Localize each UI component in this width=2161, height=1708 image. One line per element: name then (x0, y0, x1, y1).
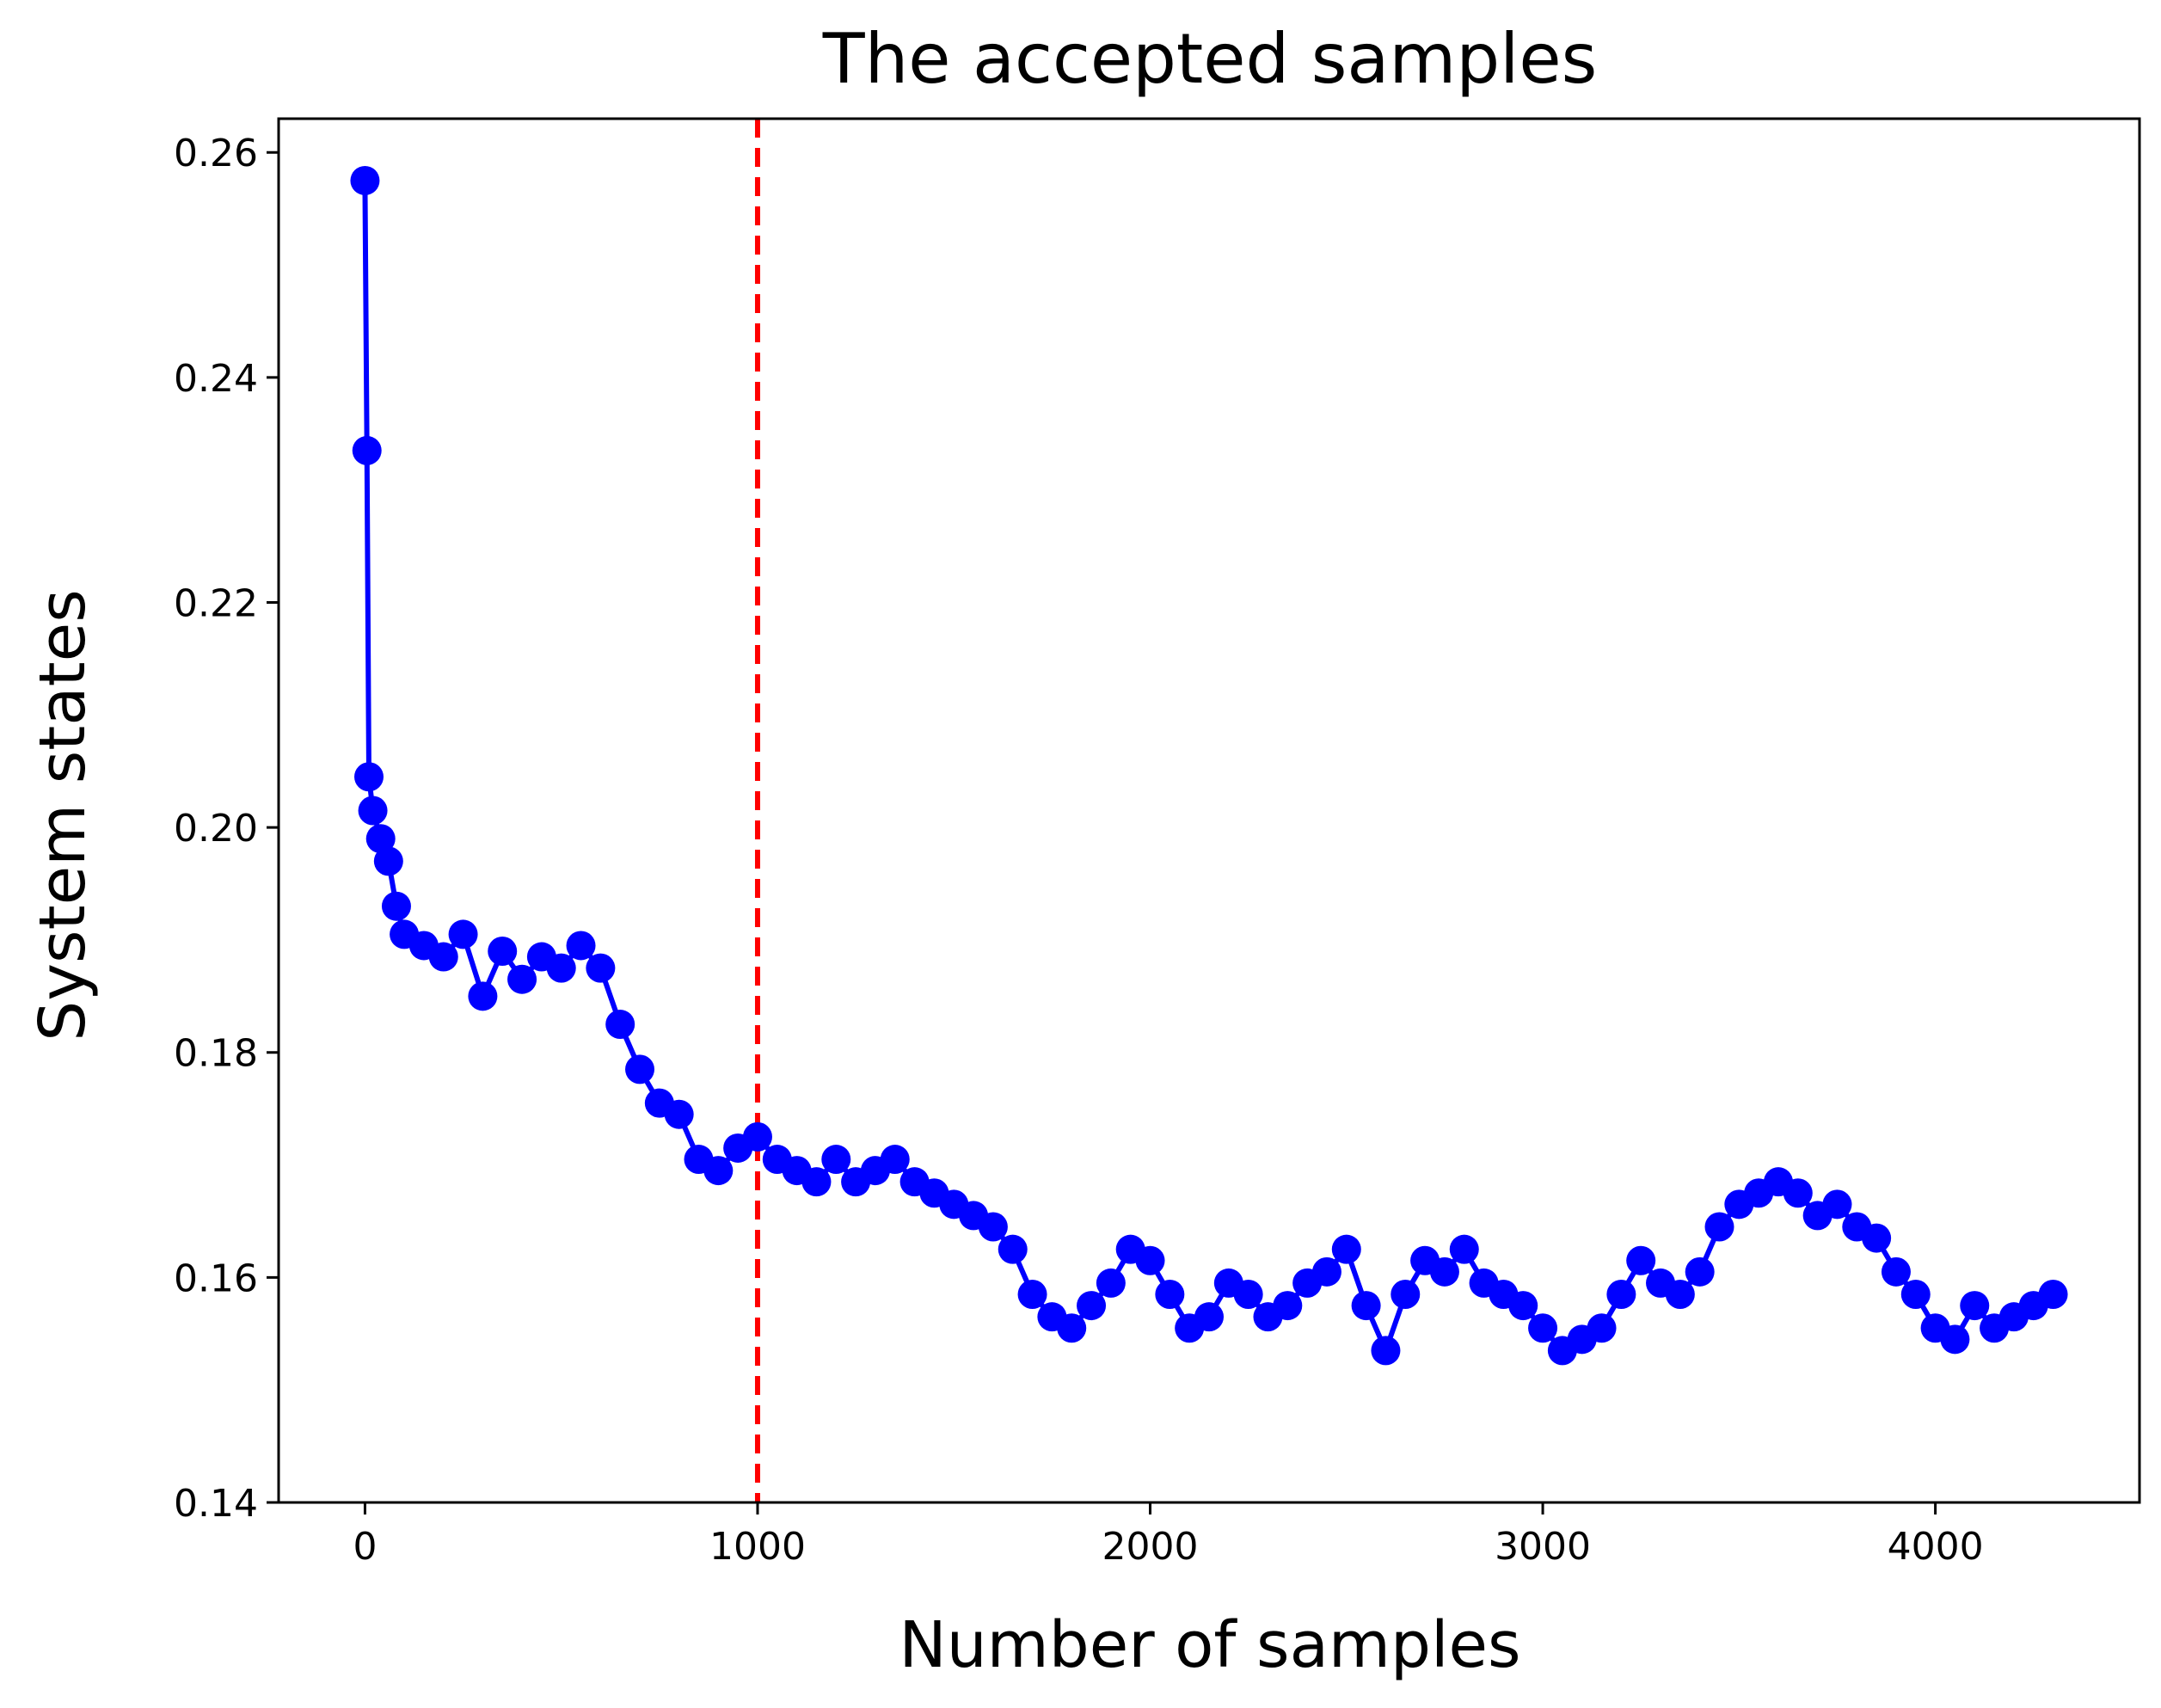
data-point (1273, 1291, 1303, 1321)
data-point (1881, 1256, 1911, 1287)
data-point (1685, 1256, 1715, 1287)
data-point (352, 435, 382, 465)
data-point (1528, 1313, 1558, 1343)
data-point (1960, 1291, 1990, 1321)
data-point (1391, 1279, 1421, 1309)
data-point (880, 1145, 910, 1175)
data-point (1429, 1256, 1459, 1287)
data-point (1135, 1245, 1165, 1275)
data-point (1665, 1279, 1695, 1309)
data-point (1155, 1279, 1185, 1309)
data-point (821, 1145, 851, 1175)
data-point (1783, 1178, 1813, 1208)
x-tick-label: 1000 (709, 1525, 806, 1569)
data-point (1233, 1279, 1263, 1309)
data-point (1704, 1212, 1734, 1242)
y-tick-label: 0.18 (174, 1032, 258, 1076)
data-point (354, 762, 384, 792)
y-axis-title: System states (26, 589, 100, 1041)
data-point (1862, 1223, 1892, 1253)
series-layer (350, 165, 2068, 1366)
x-tick-label: 2000 (1102, 1525, 1199, 1569)
data-point (507, 964, 537, 994)
data-point (586, 953, 616, 983)
data-point (350, 165, 380, 195)
data-point (703, 1156, 734, 1186)
data-point (742, 1121, 772, 1152)
x-tick-label: 4000 (1888, 1525, 1984, 1569)
plot-area: 0 1000 2000 3000 4000 0.140.160.180.200.220.… (174, 117, 2141, 1569)
data-point (664, 1099, 694, 1129)
data-point (448, 919, 478, 949)
x-tick-label: 0 (353, 1525, 377, 1569)
data-point (1057, 1313, 1087, 1343)
data-point (1900, 1279, 1931, 1309)
data-point (1508, 1291, 1538, 1321)
data-point (2038, 1279, 2068, 1309)
data-point (1351, 1291, 1381, 1321)
data-point (1096, 1268, 1126, 1298)
data-point (1077, 1291, 1107, 1321)
chart-title: The accepted samples (822, 19, 1598, 99)
data-point (488, 937, 518, 967)
data-point (1822, 1189, 1852, 1220)
data-point (566, 931, 596, 961)
data-point (801, 1167, 832, 1197)
data-point (373, 846, 403, 876)
x-axis-title: Number of samples (899, 1608, 1520, 1682)
data-point (365, 824, 396, 854)
data-point (1371, 1336, 1401, 1366)
data-point (428, 942, 458, 972)
y-tick-label: 0.26 (174, 132, 258, 175)
y-tick-label: 0.14 (174, 1482, 258, 1526)
data-point (381, 891, 411, 921)
x-axis: 0 1000 2000 3000 4000 (353, 1502, 1984, 1569)
data-point (1194, 1302, 1224, 1332)
data-point (1606, 1279, 1636, 1309)
data-point (1940, 1324, 1970, 1355)
data-point (1017, 1279, 1047, 1309)
y-tick-label: 0.20 (174, 807, 258, 851)
data-point (358, 796, 388, 826)
data-point (1626, 1245, 1656, 1275)
data-point (1587, 1313, 1617, 1343)
data-point (546, 953, 576, 983)
y-tick-label: 0.22 (174, 581, 258, 625)
y-axis: 0.14 0.16 0.18 0.20 0.22 0.24 0.26 (174, 132, 279, 1526)
data-point (625, 1054, 655, 1084)
x-tick-label: 3000 (1495, 1525, 1591, 1569)
data-point (978, 1212, 1008, 1242)
data-point (1331, 1234, 1361, 1264)
axes-frame (277, 117, 2141, 1504)
data-point (998, 1234, 1028, 1264)
data-point (1449, 1234, 1479, 1264)
y-tick-label: 0.24 (174, 357, 258, 401)
data-point (1311, 1256, 1341, 1287)
data-point (468, 981, 498, 1011)
data-point (605, 1010, 635, 1040)
y-tick-label: 0.16 (174, 1256, 258, 1300)
